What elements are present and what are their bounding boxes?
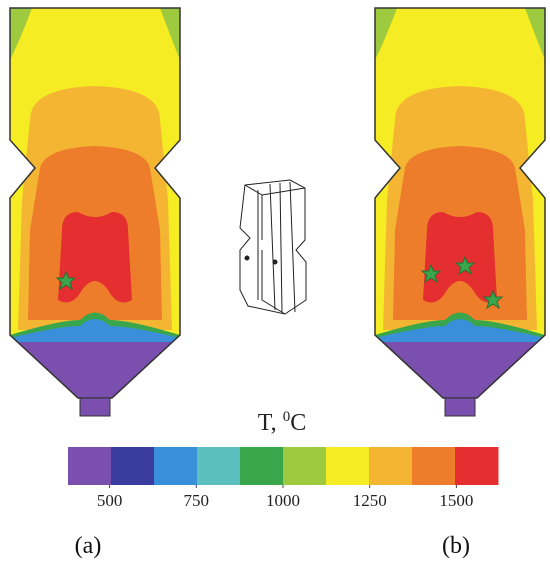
panel-label: (a) — [75, 533, 102, 559]
color-band — [197, 447, 241, 485]
color-band — [412, 447, 456, 485]
tick-label: 750 — [184, 491, 210, 510]
tick-label: 1500 — [439, 491, 473, 510]
boiler-sketch — [239, 179, 307, 315]
color-band — [111, 447, 155, 485]
furnace-a — [0, 0, 190, 420]
color-band — [455, 447, 499, 485]
tick-label: 1250 — [353, 491, 387, 510]
tick-label: 500 — [97, 491, 123, 510]
color-band — [154, 447, 198, 485]
furnace-b — [365, 0, 550, 420]
color-band — [240, 447, 284, 485]
colorbar-title: T, 0C — [258, 409, 306, 436]
color-band — [369, 447, 413, 485]
color-band — [326, 447, 370, 485]
colorbar: 500 750 1000 1250 1500 — [68, 447, 499, 510]
panel-label: (b) — [442, 533, 470, 559]
color-band — [283, 447, 327, 485]
color-band — [68, 447, 112, 485]
tick-label: 1000 — [266, 491, 300, 510]
